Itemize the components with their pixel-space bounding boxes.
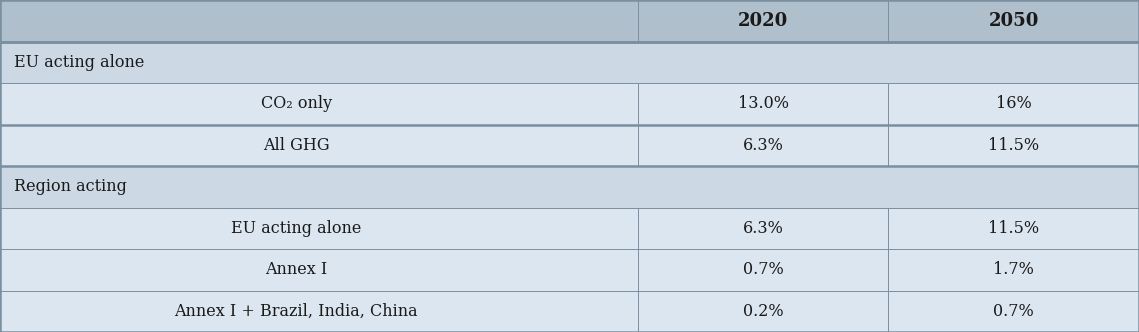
Text: 16%: 16% (995, 95, 1032, 112)
Text: All GHG: All GHG (263, 137, 329, 154)
Text: EU acting alone: EU acting alone (231, 220, 361, 237)
Text: 6.3%: 6.3% (743, 220, 784, 237)
Text: 11.5%: 11.5% (989, 137, 1039, 154)
Bar (0, 124, 1139, 166)
Text: Annex I + Brazil, India, China: Annex I + Brazil, India, China (174, 303, 418, 320)
Text: 2020: 2020 (738, 12, 788, 30)
Bar (0, 249, 1139, 290)
Text: 6.3%: 6.3% (743, 137, 784, 154)
Bar (0, 166, 1139, 208)
Text: 0.7%: 0.7% (743, 261, 784, 278)
Bar (0, 42, 1139, 83)
Text: CO₂ only: CO₂ only (261, 95, 331, 112)
Text: 2050: 2050 (989, 12, 1039, 30)
Bar (0, 83, 1139, 124)
Bar (0, 290, 1139, 332)
Text: Annex I: Annex I (265, 261, 327, 278)
Text: Region acting: Region acting (14, 178, 126, 195)
Text: 13.0%: 13.0% (738, 95, 788, 112)
Text: 0.7%: 0.7% (993, 303, 1034, 320)
Text: EU acting alone: EU acting alone (14, 54, 144, 71)
Text: 0.2%: 0.2% (743, 303, 784, 320)
Bar (0, 208, 1139, 249)
Bar (0, 0, 1139, 42)
Text: 11.5%: 11.5% (989, 220, 1039, 237)
Text: 1.7%: 1.7% (993, 261, 1034, 278)
